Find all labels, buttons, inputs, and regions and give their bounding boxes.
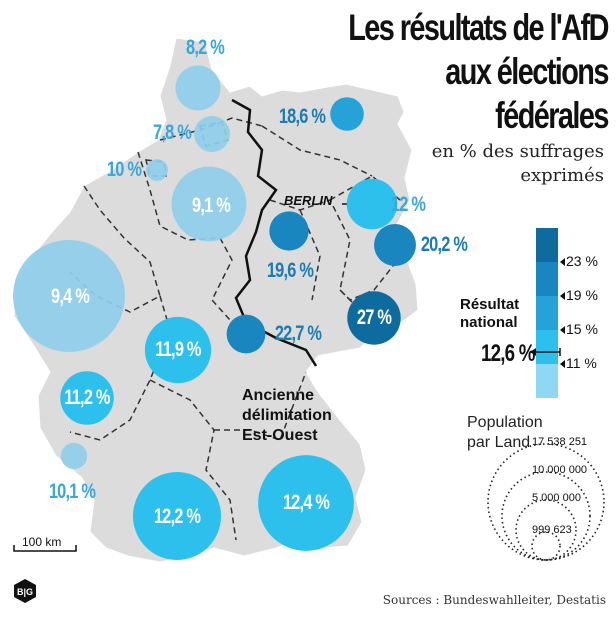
state-bubble-bremen [146, 159, 168, 181]
state-value-label: 12,4 % [282, 491, 330, 514]
population-legend-circle [501, 471, 591, 561]
national-result-line-2: national [460, 314, 518, 331]
population-legend-line-1: Population [467, 414, 543, 431]
population-legend-value: 999 623 [532, 524, 572, 536]
subtitle-line-2: exprimés [520, 165, 604, 186]
color-legend-segment [536, 228, 558, 262]
population-size-legend [487, 443, 605, 561]
state-bubble-bayern [258, 455, 354, 551]
color-legend-tick-marker [560, 326, 565, 334]
state-bubble-rheinland-pfalz [60, 371, 114, 425]
berlin-label: BERLIN [284, 193, 333, 208]
state-value-label: 10,1 % [48, 480, 96, 503]
state-bubble-brandenburg [374, 224, 416, 266]
state-value-label: 9,1 % [192, 194, 231, 217]
state-value-label: 22,7 % [274, 322, 322, 345]
boundary-label-line-2: délimitation [242, 407, 332, 424]
population-legend-circle [515, 499, 577, 561]
color-legend-tick-label: 23 % [566, 253, 598, 269]
state-bubble-schleswig-holstein [175, 65, 221, 111]
state-bubble-saarland [60, 442, 88, 470]
title-line-1: Les résultats de l'AfD [348, 7, 609, 48]
state-value-label: 12 % [390, 193, 426, 216]
state-bubbles [13, 65, 416, 561]
boundary-label-line-3: Est-Ouest [242, 427, 318, 444]
population-legend-line-2: par Land [467, 434, 531, 451]
state-value-label: 19,6 % [266, 259, 314, 282]
population-legend-title: Population par Land [467, 413, 543, 453]
logo-text: B|G [17, 587, 33, 597]
color-legend-tick-label: 15 % [566, 321, 598, 337]
population-legend-circle [487, 443, 605, 561]
state-bubble-baden-w-rttemberg [132, 471, 222, 561]
boundary-label-line-1: Ancienne [242, 387, 315, 404]
state-bubble-nordrhein-westfalen [13, 240, 125, 352]
logo: B|G [14, 579, 36, 603]
state-value-label: 27 % [356, 306, 392, 329]
map-title: Les résultats de l'AfD aux élections féd… [348, 6, 609, 138]
state-value-label: 12,2 % [153, 505, 201, 528]
map-subtitle: en % des suffrages exprimés [432, 140, 604, 188]
state-bubble-th-ringen [226, 314, 266, 354]
population-legend-circle [531, 531, 561, 561]
color-legend-tick-label: 19 % [566, 287, 598, 303]
scale-bar-label: 100 km [22, 535, 62, 549]
east-west-boundary [231, 98, 318, 367]
national-result-line-1: Résultat [460, 296, 520, 313]
national-result-pointer [530, 348, 536, 356]
color-legend [530, 228, 565, 398]
state-bubble-hamburg [194, 116, 230, 152]
state-value-label: 8,2 % [186, 36, 225, 59]
color-legend-tick-marker [560, 360, 565, 368]
color-legend-segment [536, 262, 558, 296]
state-bubble-hessen [144, 316, 212, 384]
state-bubble-mecklenburg-vorpommern [330, 97, 364, 131]
population-legend-value: 5 000 000 [532, 492, 581, 504]
color-legend-tick-marker [560, 258, 565, 266]
color-legend-tick-label: 11 % [566, 355, 597, 371]
color-legend-tick-marker [560, 292, 565, 300]
sources-text: Sources : Bundeswahlleiter, Destatis [382, 593, 606, 607]
state-value-label: 11,9 % [155, 338, 201, 361]
state-value-label: 9,4 % [51, 285, 90, 308]
state-value-label: 20,2 % [420, 233, 468, 256]
state-value-label: 11,2 % [64, 386, 110, 409]
population-legend-value: 17 538 251 [532, 436, 588, 448]
title-line-2: aux élections [445, 51, 609, 92]
scale-bar [13, 545, 77, 552]
national-result-value: 12,6 % [481, 340, 535, 367]
population-legend-value: 10 000 000 [532, 464, 588, 476]
state-value-label: 18,6 % [278, 105, 326, 128]
state-bubble-berlin [346, 178, 398, 230]
state-value-label: 7,8 % [153, 121, 192, 144]
color-legend-segment [536, 330, 558, 364]
title-line-3: fédérales [495, 95, 609, 136]
state-bubble-niedersachsen [171, 166, 247, 242]
color-legend-segment [536, 364, 558, 398]
subtitle-line-1: en % des suffrages [431, 141, 604, 162]
boundary-label: Ancienne délimitation Est-Ouest [242, 386, 332, 446]
state-value-label: 10 % [106, 158, 142, 181]
national-result-label: Résultat national [460, 296, 519, 332]
state-bubble-sachsen [347, 291, 401, 345]
color-legend-segment [536, 296, 558, 330]
state-bubble-sachsen-anhalt [269, 211, 309, 251]
